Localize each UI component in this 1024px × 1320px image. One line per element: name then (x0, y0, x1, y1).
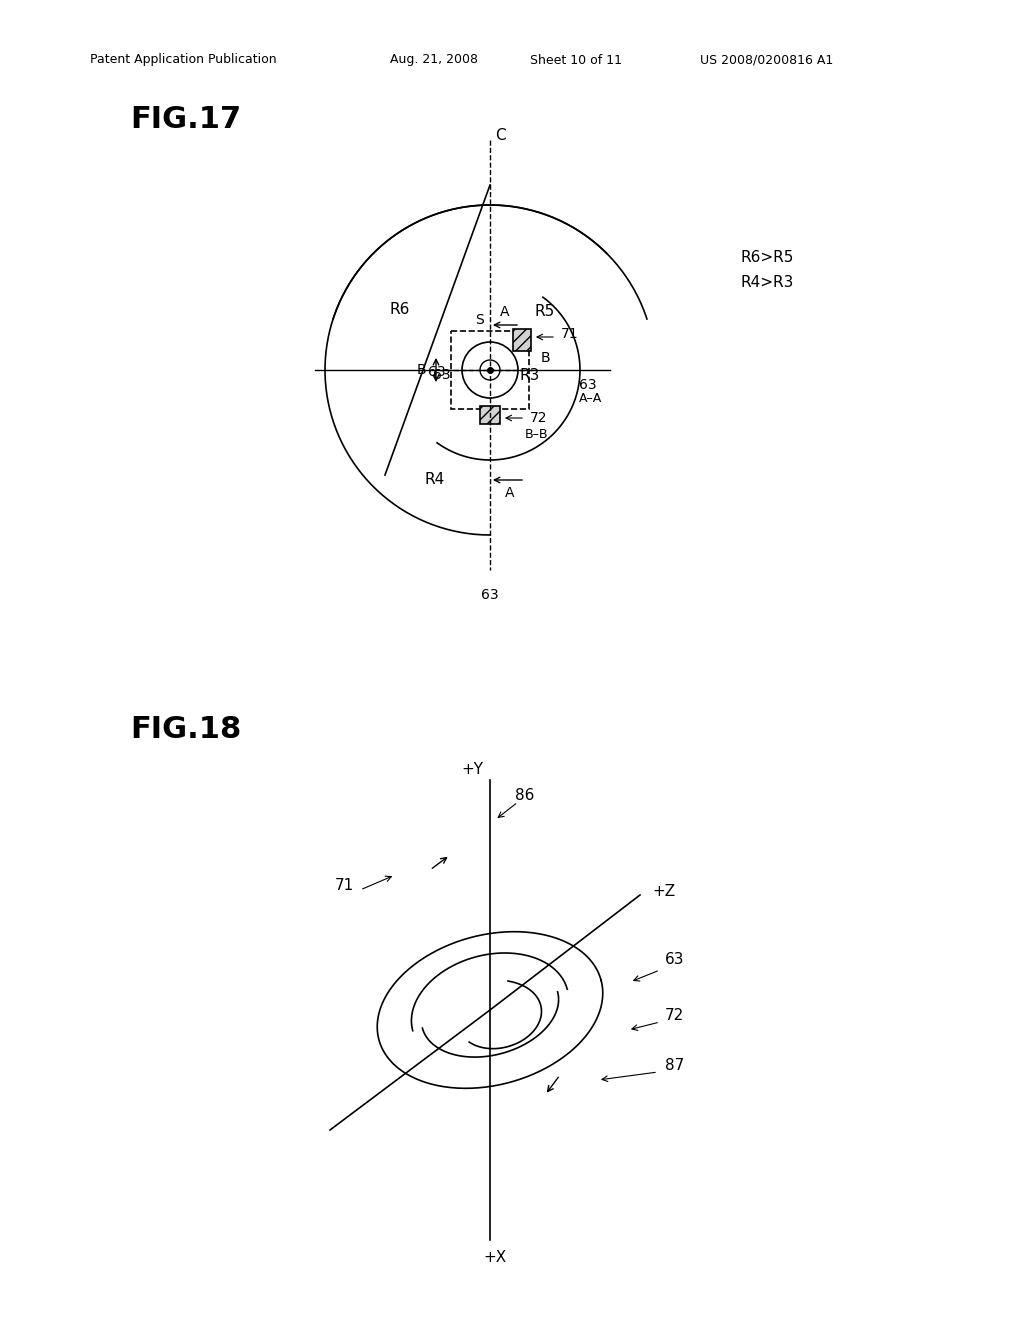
Text: +Z: +Z (652, 884, 675, 899)
Text: FIG.17: FIG.17 (130, 106, 241, 135)
Text: FIG.18: FIG.18 (130, 715, 242, 744)
Text: US 2008/0200816 A1: US 2008/0200816 A1 (700, 54, 834, 66)
Text: A: A (501, 305, 510, 319)
Text: 63: 63 (579, 378, 597, 392)
Text: B–B: B–B (525, 428, 549, 441)
Text: 63: 63 (665, 953, 684, 968)
Text: Sheet 10 of 11: Sheet 10 of 11 (530, 54, 622, 66)
Text: 87: 87 (665, 1057, 684, 1072)
Text: 63: 63 (481, 587, 499, 602)
Text: A–A: A–A (579, 392, 602, 404)
Text: 72: 72 (530, 411, 548, 425)
Text: S: S (475, 313, 484, 327)
Text: Patent Application Publication: Patent Application Publication (90, 54, 276, 66)
Text: 63: 63 (433, 368, 451, 381)
Bar (513, 329, 531, 351)
Text: 72: 72 (665, 1007, 684, 1023)
Text: C: C (495, 128, 506, 143)
Text: +X: +X (483, 1250, 507, 1266)
Text: R5: R5 (535, 305, 555, 319)
Text: R6: R6 (390, 302, 411, 318)
Text: 71: 71 (335, 878, 354, 892)
Text: 71: 71 (561, 327, 579, 341)
Text: R3: R3 (520, 367, 541, 383)
Text: A: A (505, 486, 515, 500)
Text: Aug. 21, 2008: Aug. 21, 2008 (390, 54, 478, 66)
Text: 86: 86 (515, 788, 535, 803)
Bar (451, 331, 529, 409)
Text: R6>R5
R4>R3: R6>R5 R4>R3 (740, 251, 794, 290)
Text: R4: R4 (425, 473, 445, 487)
Text: 63: 63 (428, 366, 446, 379)
Bar (480, 407, 500, 424)
Text: B: B (541, 351, 551, 366)
Text: +Y: +Y (461, 763, 483, 777)
Text: B: B (417, 363, 426, 378)
